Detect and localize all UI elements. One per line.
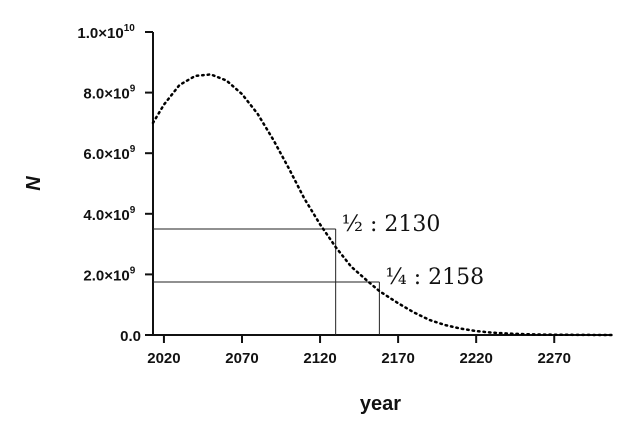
y-tick-label: 1.0×1010	[77, 23, 135, 42]
y-tick-label: 0.0	[120, 328, 141, 345]
x-tick-label: 2020	[147, 350, 180, 367]
annotation-label: ¼ : 2158	[385, 265, 484, 290]
x-tick-label: 2170	[381, 350, 414, 367]
series-group	[151, 73, 614, 337]
y-tick-label: 6.0×109	[83, 144, 135, 163]
annotation-label: ½ : 2130	[342, 212, 441, 237]
series-line	[151, 73, 614, 337]
y-tick-label: 8.0×109	[83, 84, 135, 103]
x-axis-title: year	[360, 393, 401, 415]
annotations: ½ : 2130 ¼ : 2158	[342, 212, 484, 290]
y-axis-title: N	[23, 176, 45, 191]
axes	[145, 31, 612, 343]
x-tick-label: 2120	[303, 350, 336, 367]
x-tick-label: 2220	[459, 350, 492, 367]
y-tick-label: 4.0×109	[83, 205, 135, 224]
tick-labels: 0.0 2.0×109 4.0×109 6.0×109 8.0×109 1.0×1010 2…	[23, 23, 571, 415]
x-tick-label: 2070	[225, 350, 258, 367]
x-tick-label: 2270	[538, 350, 571, 367]
y-tick-label: 2.0×109	[83, 265, 135, 284]
reference-lines	[153, 228, 380, 335]
